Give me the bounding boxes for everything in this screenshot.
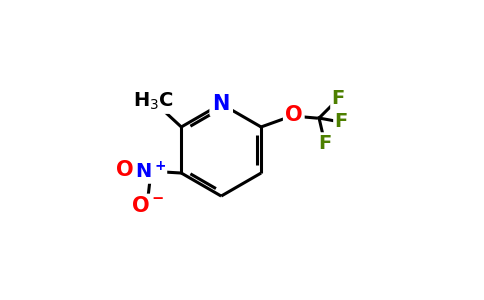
Text: F: F xyxy=(318,134,332,153)
Text: O: O xyxy=(116,160,134,180)
Text: N: N xyxy=(212,94,230,114)
Text: F: F xyxy=(335,112,348,130)
Text: O$\mathregular{^-}$: O$\mathregular{^-}$ xyxy=(131,196,165,216)
Text: F: F xyxy=(332,89,345,108)
Text: H$_3$C: H$_3$C xyxy=(133,91,173,112)
Text: O: O xyxy=(285,105,302,125)
Text: N$\mathregular{^+}$: N$\mathregular{^+}$ xyxy=(135,161,166,182)
